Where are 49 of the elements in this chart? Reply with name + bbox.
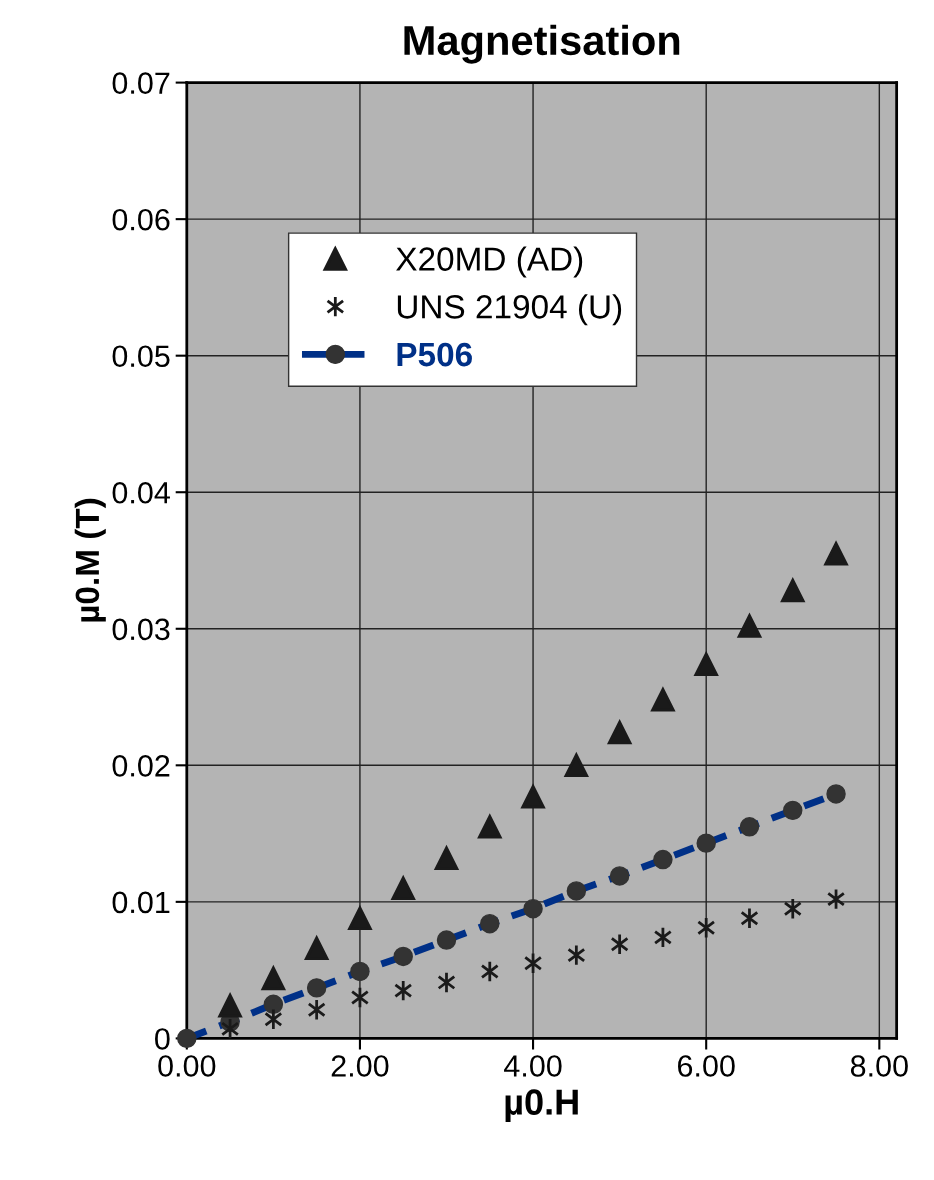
point	[694, 652, 718, 677]
point	[826, 888, 846, 911]
x-tick-label: 4.00	[504, 1055, 562, 1077]
point	[348, 906, 372, 931]
point	[697, 916, 716, 939]
point	[391, 876, 416, 901]
point	[218, 993, 242, 1018]
point	[477, 814, 502, 839]
x-tick-label: 6.00	[678, 1055, 735, 1077]
y-tick-label: 0.07	[112, 72, 170, 94]
point	[737, 614, 762, 638]
y-tick-label: 0.01	[112, 891, 170, 914]
legend-label: UNS 21904 (U)	[397, 294, 622, 326]
y-tick-label: 0	[155, 1028, 170, 1050]
point	[264, 1008, 283, 1031]
point	[220, 1017, 240, 1039]
point	[437, 971, 456, 994]
y-tick-label: 0.05	[112, 345, 170, 368]
point	[307, 998, 326, 1021]
x-tick-label: 8.00	[850, 1055, 908, 1077]
point	[434, 846, 459, 870]
chart-title: Magnetisation	[404, 24, 680, 64]
legend-label: P506	[397, 342, 472, 367]
x-tick-label: 0.00	[158, 1055, 216, 1077]
point	[651, 687, 675, 712]
point	[564, 753, 589, 778]
point	[567, 944, 586, 967]
legend-label: X20MD (AD)	[396, 246, 583, 278]
y-tick-label: 0.03	[112, 618, 170, 641]
point	[304, 936, 329, 961]
point	[480, 960, 499, 983]
point	[261, 966, 286, 991]
x-axis-title: µ0.H	[505, 1089, 578, 1123]
point	[350, 986, 370, 1009]
x-tick-label: 2.00	[331, 1055, 389, 1077]
point	[521, 784, 545, 809]
y-axis-title: µ0.M (T)	[74, 498, 106, 622]
point	[824, 541, 848, 566]
point	[523, 952, 543, 975]
point	[783, 897, 802, 920]
point	[394, 979, 413, 1002]
y-tick-label: 0.06	[112, 208, 170, 231]
y-tick-label: 0.02	[112, 755, 170, 777]
y-tick-label: 0.04	[112, 481, 170, 504]
point	[610, 933, 629, 956]
point	[740, 907, 759, 930]
point	[607, 720, 632, 745]
point	[780, 578, 805, 603]
point	[653, 926, 673, 949]
